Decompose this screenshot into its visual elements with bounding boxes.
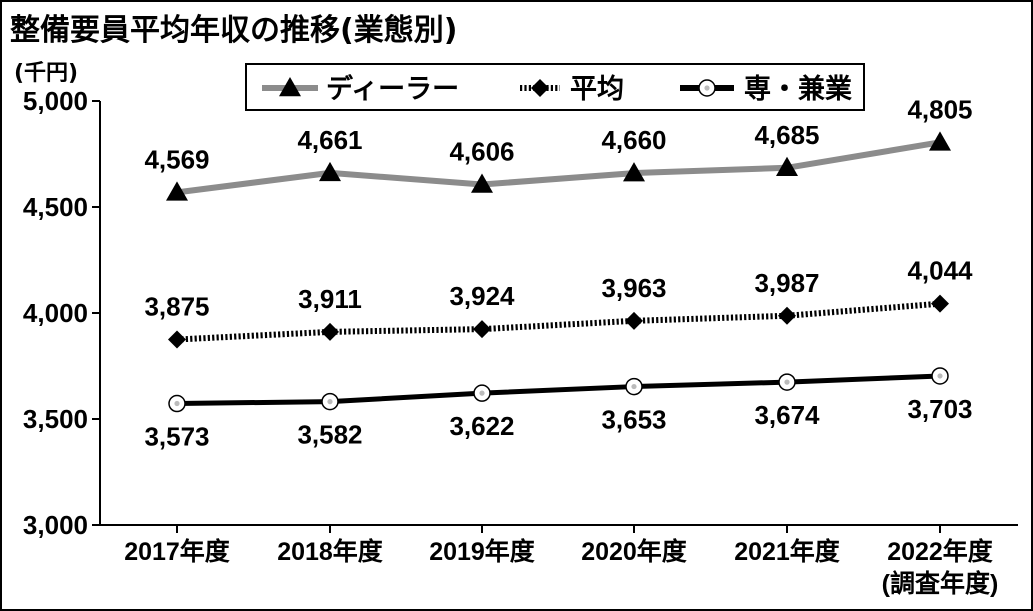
x-ticks: 2017年度 2018年度 2019年度 2020年度 2021年度 2022年度	[124, 525, 993, 566]
data-label: 4,805	[907, 94, 972, 124]
triangle-marker	[471, 173, 493, 193]
data-label: 3,582	[297, 420, 362, 450]
data-label: 3,987	[754, 268, 819, 298]
triangle-marker	[929, 131, 951, 151]
legend	[245, 63, 865, 111]
series-line	[176, 300, 941, 343]
x-tick-label: 2022年度	[887, 537, 993, 566]
data-label: 4,685	[754, 120, 819, 150]
y-tick-label: 3,500	[23, 404, 88, 434]
y-ticks: 3,000 3,500 4,000 4,500 5,000	[23, 86, 100, 540]
circle-marker-center	[327, 399, 333, 405]
axes	[99, 101, 1018, 526]
legend-items: ディーラー 平均 専・兼業	[262, 73, 852, 105]
triangle-marker	[319, 161, 341, 182]
circle-marker-center	[937, 373, 943, 379]
data-label: 3,924	[449, 281, 515, 311]
circle-marker-center	[174, 400, 180, 407]
series-line	[176, 373, 941, 407]
data-label: 3,875	[144, 292, 209, 322]
x-tick-label: 2020年度	[581, 537, 687, 566]
series-layer: 4,569 4,661 4,606 4,660 4,685 4,805 3,875 3,911…	[144, 94, 973, 451]
diamond-marker	[321, 322, 339, 341]
x-tick-label: 2017年度	[124, 537, 230, 566]
legend-label: 専・兼業	[744, 73, 852, 105]
data-label: 4,606	[449, 137, 514, 167]
circle-marker-center	[631, 383, 637, 390]
data-label: 4,660	[601, 125, 666, 155]
x-axis-note: (調査年度)	[882, 569, 999, 598]
circle-marker-center	[479, 390, 485, 396]
data-label: 3,911	[298, 284, 362, 314]
data-label: 4,044	[907, 256, 973, 286]
y-tick-label: 4,000	[23, 298, 88, 328]
diamond-marker	[625, 311, 643, 330]
diamond-marker	[931, 294, 949, 313]
data-label: 3,653	[601, 405, 666, 435]
chart-title: 整備要員平均年収の推移(業態別)	[10, 13, 457, 48]
series-2: 3,875 3,911 3,924 3,963 3,987 4,044	[144, 256, 973, 349]
triangle-marker	[166, 181, 188, 201]
diamond-marker	[778, 306, 796, 325]
legend-label: 平均	[570, 74, 624, 105]
y-tick-label: 3,000	[23, 510, 88, 540]
x-tick-label: 2019年度	[429, 537, 535, 566]
y-axis-unit-label: (千円)	[14, 61, 78, 86]
legend-label: ディーラー	[326, 73, 459, 105]
triangle-marker	[279, 77, 301, 97]
diamond-marker	[473, 320, 491, 339]
y-tick-label: 4,500	[23, 192, 88, 222]
data-label: 3,622	[449, 411, 514, 441]
data-label: 4,569	[144, 144, 209, 174]
diamond-marker	[531, 79, 549, 97]
series-line	[176, 139, 941, 196]
data-label: 3,703	[907, 394, 972, 424]
series-1: 4,569 4,661 4,606 4,660 4,685 4,805	[144, 94, 973, 201]
data-label: 3,674	[754, 400, 820, 430]
x-tick-label: 2018年度	[277, 537, 383, 566]
triangle-marker	[623, 162, 645, 182]
circle-marker-center	[704, 85, 710, 91]
series-3: 3,573 3,582 3,622 3,653 3,674 3,703	[144, 367, 973, 452]
data-label: 3,963	[601, 273, 666, 303]
data-label: 3,573	[144, 422, 209, 452]
triangle-marker	[776, 156, 798, 177]
data-label: 4,661	[297, 125, 362, 155]
x-tick-label: 2021年度	[734, 537, 840, 566]
diamond-marker	[168, 330, 186, 349]
circle-marker-center	[784, 379, 790, 385]
y-tick-label: 5,000	[23, 86, 88, 116]
